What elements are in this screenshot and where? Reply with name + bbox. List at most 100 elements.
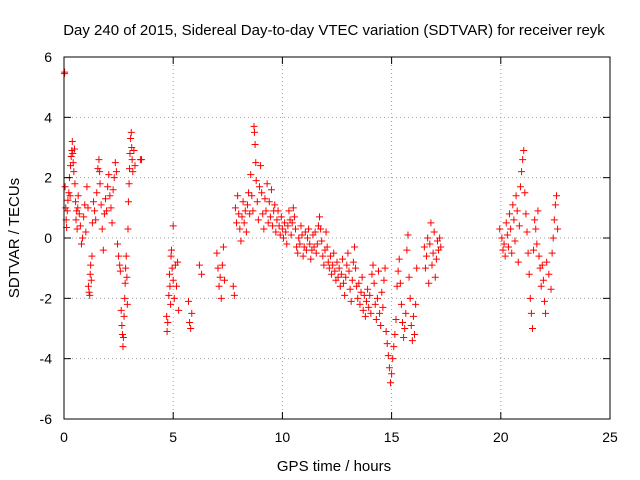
data-point — [333, 258, 341, 266]
data-point — [292, 225, 300, 233]
data-point — [112, 168, 120, 176]
data-point — [372, 315, 380, 323]
data-point — [75, 210, 83, 218]
data-point — [63, 207, 71, 215]
data-point — [252, 177, 260, 185]
data-point — [331, 267, 339, 275]
data-point — [95, 156, 103, 164]
data-point — [130, 147, 138, 155]
data-point — [72, 198, 80, 206]
data-point — [383, 340, 391, 348]
data-point — [229, 282, 237, 290]
data-point — [195, 261, 203, 269]
data-point — [521, 189, 529, 197]
data-point — [432, 255, 440, 263]
data-point — [354, 294, 362, 302]
data-point — [341, 291, 349, 299]
data-point — [238, 213, 246, 221]
data-point — [420, 243, 428, 251]
data-point — [213, 249, 221, 257]
data-point — [296, 240, 304, 248]
data-point — [96, 168, 104, 176]
data-point — [69, 159, 77, 167]
data-point — [403, 246, 411, 254]
data-point — [108, 219, 116, 227]
data-point — [387, 379, 395, 387]
data-point — [252, 159, 260, 167]
data-point — [231, 204, 239, 212]
data-point — [175, 306, 183, 314]
data-point — [293, 243, 301, 251]
data-point — [390, 343, 398, 351]
y-tick-label: 2 — [44, 170, 52, 186]
data-point — [545, 270, 553, 278]
data-point — [288, 219, 296, 227]
data-point — [405, 273, 413, 281]
data-point — [249, 207, 257, 215]
data-point — [337, 270, 345, 278]
data-point — [123, 300, 131, 308]
data-point — [70, 168, 78, 176]
data-point — [131, 162, 139, 170]
data-point — [250, 128, 258, 136]
data-point — [237, 237, 245, 245]
data-point — [509, 201, 517, 209]
data-point — [359, 306, 367, 314]
data-point — [330, 249, 338, 257]
data-point — [428, 261, 436, 269]
data-point — [519, 156, 527, 164]
data-point — [535, 252, 543, 260]
data-point — [306, 240, 314, 248]
data-point — [269, 222, 277, 230]
data-point — [98, 225, 106, 233]
data-point — [274, 207, 282, 215]
grid-lines — [64, 57, 610, 419]
data-point — [316, 213, 324, 221]
data-point — [121, 294, 129, 302]
data-point — [260, 225, 268, 233]
data-point — [66, 192, 74, 200]
data-point — [283, 240, 291, 248]
y-tick-label: -6 — [40, 411, 53, 427]
data-point — [397, 300, 405, 308]
data-point — [548, 249, 556, 257]
data-point — [526, 294, 534, 302]
data-point — [373, 294, 381, 302]
data-point — [524, 249, 532, 257]
data-point — [82, 228, 90, 236]
data-point — [379, 303, 387, 311]
data-point — [275, 222, 283, 230]
data-point — [165, 270, 173, 278]
data-point — [264, 219, 272, 227]
data-point — [245, 189, 253, 197]
x-tick-label: 10 — [275, 429, 291, 445]
data-point — [324, 258, 332, 266]
data-point — [126, 165, 134, 173]
data-point — [310, 243, 318, 251]
data-point — [235, 210, 243, 218]
data-point — [163, 328, 171, 336]
data-point — [172, 282, 180, 290]
data-point — [540, 297, 548, 305]
data-point — [388, 370, 396, 378]
data-point — [287, 231, 295, 239]
data-point — [61, 68, 69, 76]
data-point — [107, 204, 115, 212]
data-point — [126, 150, 134, 158]
data-point — [424, 234, 432, 242]
data-point — [250, 122, 258, 130]
data-point — [92, 216, 100, 224]
data-point — [106, 192, 114, 200]
data-point — [436, 234, 444, 242]
data-point — [525, 270, 533, 278]
data-point — [255, 183, 263, 191]
data-point — [233, 219, 241, 227]
data-point — [276, 231, 284, 239]
data-point — [366, 291, 374, 299]
data-point — [124, 225, 132, 233]
data-point — [219, 243, 227, 251]
data-point — [317, 225, 325, 233]
data-point — [554, 225, 562, 233]
data-point — [273, 216, 281, 224]
data-point — [214, 264, 222, 272]
